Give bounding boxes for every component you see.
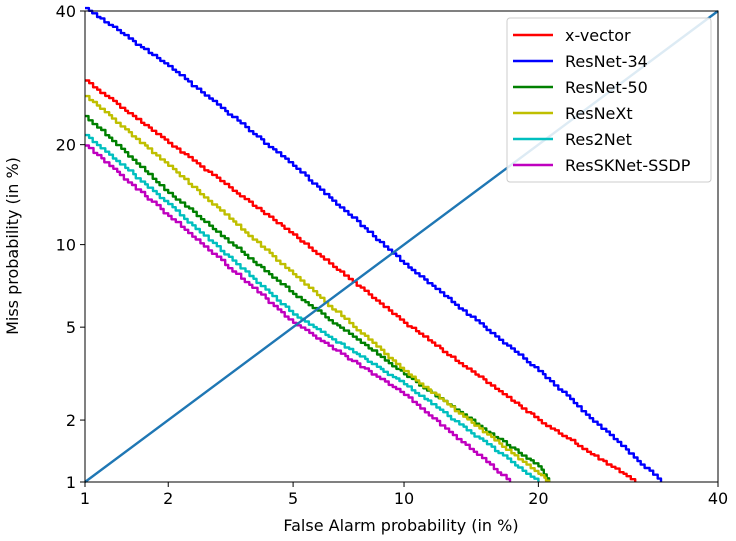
legend-entry: ResNet-34 bbox=[565, 52, 648, 71]
x-tick-label: 40 bbox=[708, 489, 728, 508]
x-tick-label: 10 bbox=[394, 489, 414, 508]
series-line-resnet-34 bbox=[85, 6, 663, 482]
y-tick-label: 20 bbox=[56, 136, 76, 155]
series-layer bbox=[84, 6, 719, 483]
x-tick-label: 5 bbox=[288, 489, 298, 508]
y-tick-label: 2 bbox=[66, 411, 76, 430]
legend: x-vector ResNet-34 ResNet-50 ResNeXt Res2Net… bbox=[506, 17, 712, 183]
legend-entry: x-vector bbox=[565, 26, 631, 45]
series-line-res2net bbox=[85, 133, 540, 482]
y-tick-label: 40 bbox=[56, 2, 76, 21]
legend-entry: Res2Net bbox=[565, 130, 632, 149]
series-line-x-vector bbox=[85, 79, 637, 482]
x-tick-label: 2 bbox=[163, 489, 173, 508]
series-line-resnet-50 bbox=[85, 114, 551, 482]
series-line-resnext bbox=[85, 94, 551, 482]
y-tick-label: 10 bbox=[56, 236, 76, 255]
legend-frame bbox=[506, 17, 712, 183]
y-tick-label: 5 bbox=[66, 318, 76, 337]
legend-entry: ResSKNet-SSDP bbox=[565, 156, 691, 175]
y-tick-label: 1 bbox=[66, 473, 76, 492]
x-axis-label: False Alarm probability (in %) bbox=[283, 516, 518, 535]
tick-layer: 1 2 5 10 20 40 1 2 5 10 20 40 bbox=[56, 2, 729, 508]
x-tick-label: 20 bbox=[528, 489, 548, 508]
y-axis-label: Miss probability (in %) bbox=[3, 157, 22, 335]
plot-frame bbox=[84, 10, 719, 483]
legend-entry: ResNet-50 bbox=[565, 78, 648, 97]
legend-entry: ResNeXt bbox=[565, 104, 633, 123]
x-tick-label: 1 bbox=[80, 489, 90, 508]
